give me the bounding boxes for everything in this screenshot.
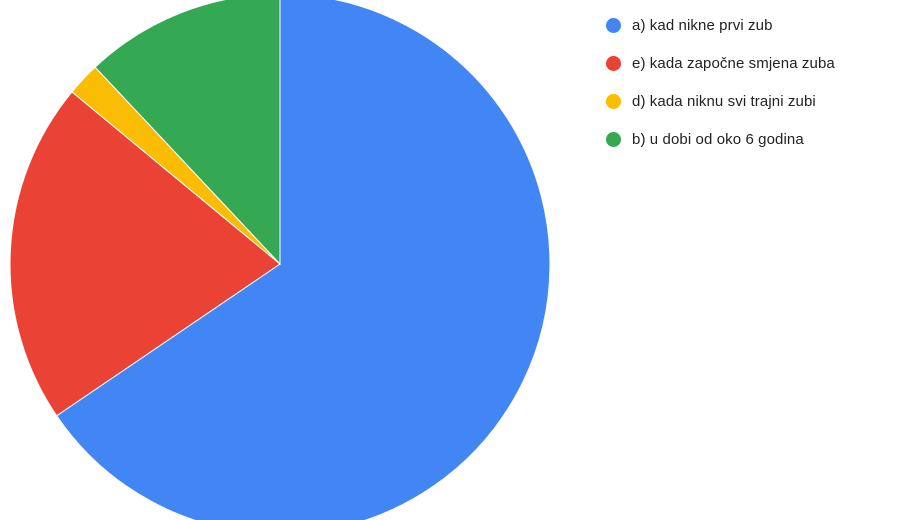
legend-label-0: a) kad nikne prvi zub [632, 16, 773, 34]
legend-label-1: e) kada započne smjena zuba [632, 54, 835, 72]
chart-legend: a) kad nikne prvi zub e) kada započne sm… [606, 6, 896, 158]
legend-dot-1 [606, 55, 621, 71]
pie-slice-0[interactable] [55, 0, 551, 520]
legend-dot-2 [606, 93, 621, 109]
legend-item-1[interactable]: e) kada započne smjena zuba [606, 44, 896, 82]
pie-slice-1[interactable] [9, 91, 281, 417]
legend-label-3: b) u dobi od oko 6 godina [632, 130, 804, 148]
pie-chart-svg [9, 0, 551, 520]
legend-dot-0 [606, 17, 621, 33]
legend-item-3[interactable]: b) u dobi od oko 6 godina [606, 120, 896, 158]
legend-label-2: d) kada niknu svi trajni zubi [632, 92, 816, 110]
legend-item-0[interactable]: a) kad nikne prvi zub [606, 6, 896, 44]
legend-dot-3 [606, 131, 621, 147]
pie-slice-3[interactable] [94, 0, 281, 266]
legend-item-2[interactable]: d) kada niknu svi trajni zubi [606, 82, 896, 120]
